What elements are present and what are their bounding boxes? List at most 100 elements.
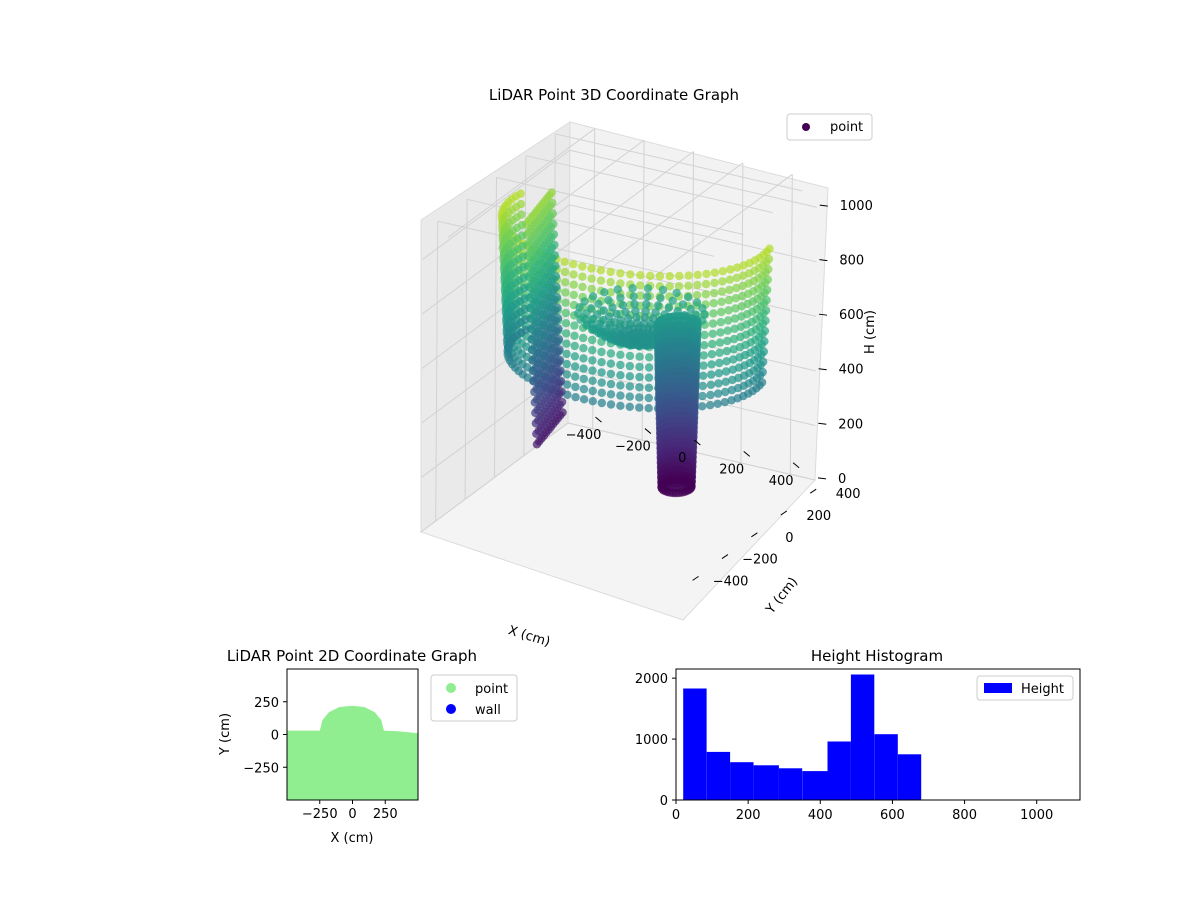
lidar-point <box>625 402 634 411</box>
plot3d-title: LiDAR Point 3D Coordinate Graph <box>489 86 739 104</box>
lidar-point <box>630 299 639 309</box>
lidar-point <box>597 388 606 397</box>
lidar-point <box>730 324 739 333</box>
y-tick-mark <box>751 532 758 538</box>
y-tick-label: 0 <box>785 531 793 546</box>
lidar-point <box>656 293 665 303</box>
lidar-point <box>665 272 674 281</box>
x-tick-label: 0 <box>672 808 680 823</box>
lidar-point <box>723 326 732 335</box>
lidar-point <box>646 271 655 280</box>
lidar-point <box>717 307 726 317</box>
lidar-point <box>709 309 718 318</box>
lidar-point <box>621 307 630 317</box>
lidar-point <box>692 291 702 300</box>
z-tick-label: 200 <box>838 417 863 432</box>
lidar-point <box>556 366 565 375</box>
lidar-point <box>635 383 644 392</box>
lidar-point <box>726 265 735 274</box>
lidar-point <box>606 277 615 287</box>
lidar-point <box>606 267 615 277</box>
lidar-point <box>587 274 596 283</box>
lidar-point <box>635 393 644 402</box>
lidar-point <box>517 220 526 230</box>
lidar-point <box>561 308 570 318</box>
lidar-point <box>616 350 625 359</box>
y-tick-label: −400 <box>713 574 749 589</box>
lidar-point <box>707 370 716 379</box>
lidar-point <box>517 231 527 240</box>
lidar-point <box>724 316 733 325</box>
lidar-point <box>725 275 734 284</box>
plot2d-xlabel: X (cm) <box>331 831 374 846</box>
legend-marker-point-2d <box>446 683 456 693</box>
lidar-point <box>701 279 711 289</box>
lidar-point <box>716 328 725 337</box>
lidar-point <box>700 330 709 340</box>
gridline <box>494 177 497 478</box>
gridline <box>569 204 817 263</box>
plot3d-ticks: −400−2000200400−400−20002004000200400600… <box>566 199 873 589</box>
lidar-point <box>623 314 633 323</box>
lidar-point <box>616 381 625 390</box>
lidar-point <box>578 272 587 281</box>
lidar-point <box>550 240 559 250</box>
x-tick-label: 250 <box>373 807 398 822</box>
lidar-point <box>721 387 730 397</box>
lidar-point <box>708 339 717 349</box>
lidar-point <box>699 351 708 360</box>
lidar-point <box>643 284 653 293</box>
lidar-point <box>710 278 719 288</box>
z-tick-label: 1000 <box>840 199 873 214</box>
lidar-point <box>635 372 644 382</box>
lidar-point <box>587 284 596 294</box>
lidar-point <box>644 383 654 392</box>
lidar-point <box>571 393 580 402</box>
lidar-point <box>606 379 616 389</box>
lidar-point <box>562 370 572 379</box>
y-tick-label: 250 <box>254 696 279 711</box>
lidar-point <box>616 391 625 400</box>
point-region <box>287 705 418 800</box>
lidar-point <box>570 362 580 371</box>
lidar-point <box>709 299 718 308</box>
y-tick-label: 200 <box>806 509 831 524</box>
legend-swatch-height <box>984 683 1012 693</box>
lidar-point <box>707 360 716 369</box>
plot3d-legend-label: point <box>830 120 863 135</box>
lidar-point <box>705 401 715 410</box>
lidar-point <box>731 294 741 303</box>
plot3d-legend-box <box>786 113 873 141</box>
lidar-point <box>606 400 616 409</box>
x-tick-label: 400 <box>769 474 794 489</box>
lidar-point <box>547 188 556 197</box>
lidar-point <box>625 372 635 381</box>
lidar-point <box>616 315 625 324</box>
histogram-bars <box>683 674 922 800</box>
x-tick-label: 0 <box>678 451 686 466</box>
lidar-point <box>608 303 617 312</box>
lidar-point <box>731 304 740 313</box>
lidar-point <box>588 292 598 301</box>
lidar-point <box>698 381 707 391</box>
legend-marker-point <box>802 123 810 131</box>
lidar-point <box>759 347 768 356</box>
histogram-frame <box>675 668 1081 801</box>
lidar-point <box>702 269 711 279</box>
lidar-point <box>561 319 571 328</box>
lidar-point <box>551 272 561 281</box>
lidar-point <box>549 219 558 229</box>
lidar-point <box>699 371 708 380</box>
histogram-legend-box <box>976 675 1074 701</box>
lidar-point <box>554 335 564 344</box>
lidar-point <box>729 334 739 344</box>
lidar-point <box>618 301 628 310</box>
lidar-point <box>552 293 562 302</box>
lidar-point <box>616 269 625 278</box>
lidar-point <box>706 380 716 389</box>
lidar-point <box>579 384 589 394</box>
y-tick-mark <box>721 554 729 559</box>
x-tick-label: 1000 <box>1020 808 1053 823</box>
lidar-point <box>715 358 724 368</box>
lidar-point <box>658 285 668 295</box>
